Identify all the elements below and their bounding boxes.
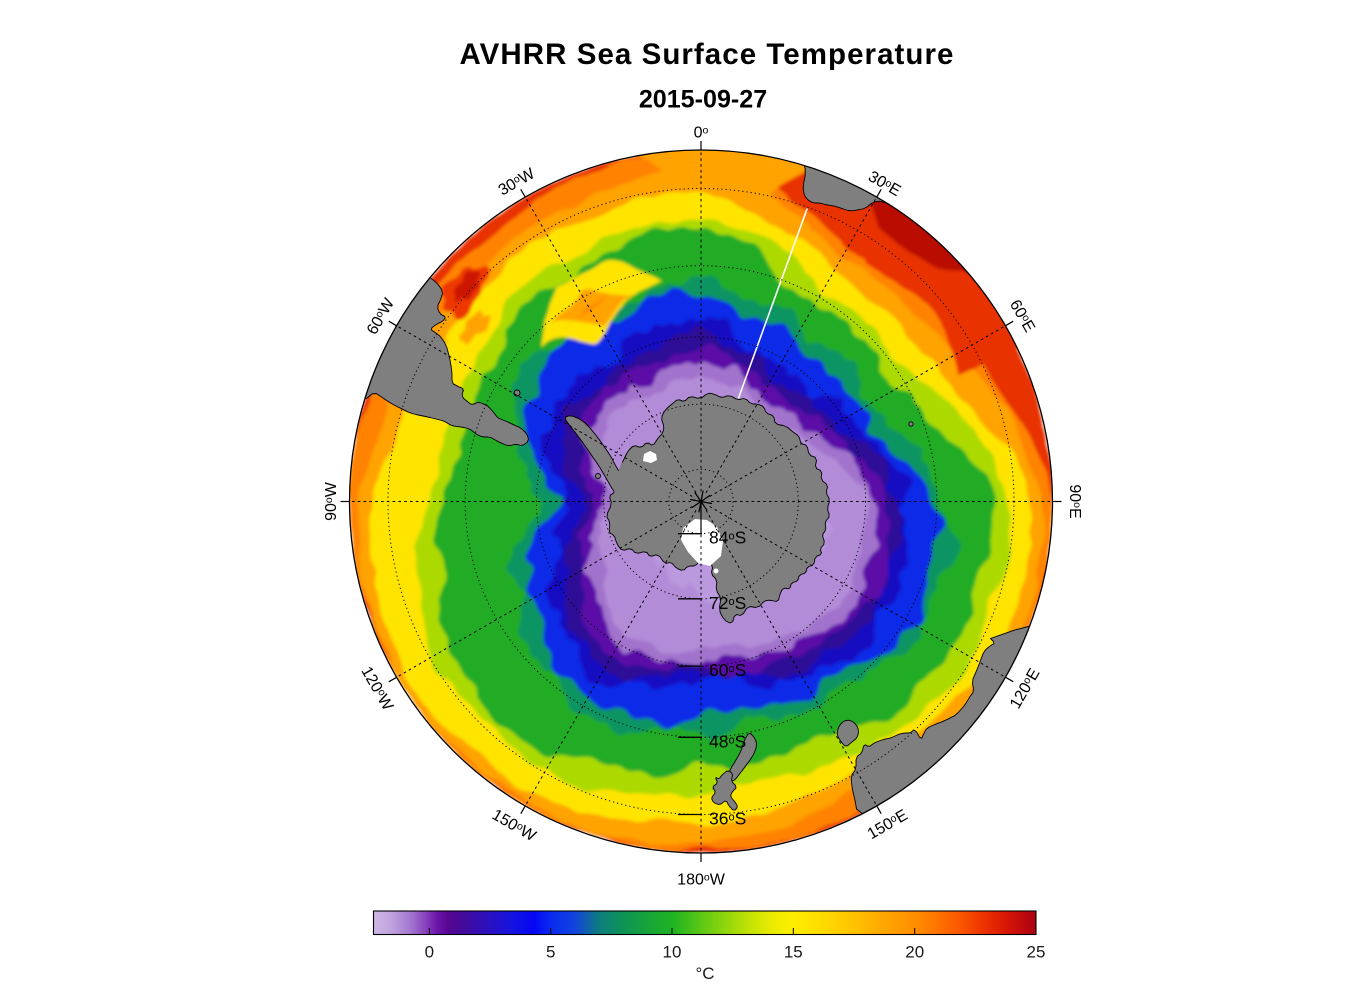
svg-text:°C: °C bbox=[695, 964, 714, 983]
svg-text:60oS: 60oS bbox=[709, 660, 746, 680]
svg-text:90oW: 90oW bbox=[323, 481, 340, 521]
svg-text:48oS: 48oS bbox=[709, 731, 746, 751]
svg-text:5: 5 bbox=[546, 943, 555, 962]
svg-text:180oW: 180oW bbox=[677, 871, 726, 888]
svg-text:72oS: 72oS bbox=[709, 593, 746, 613]
svg-text:20: 20 bbox=[905, 943, 924, 962]
svg-text:0: 0 bbox=[425, 943, 434, 962]
svg-text:10: 10 bbox=[663, 943, 682, 962]
svg-text:36oS: 36oS bbox=[709, 809, 746, 829]
svg-text:90oE: 90oE bbox=[1066, 484, 1083, 518]
svg-text:2015-09-27: 2015-09-27 bbox=[639, 86, 767, 114]
svg-text:AVHRR Sea Surface Temperature: AVHRR Sea Surface Temperature bbox=[460, 38, 955, 71]
svg-text:84oS: 84oS bbox=[709, 528, 746, 548]
svg-text:25: 25 bbox=[1027, 943, 1046, 962]
svg-text:15: 15 bbox=[784, 943, 803, 962]
